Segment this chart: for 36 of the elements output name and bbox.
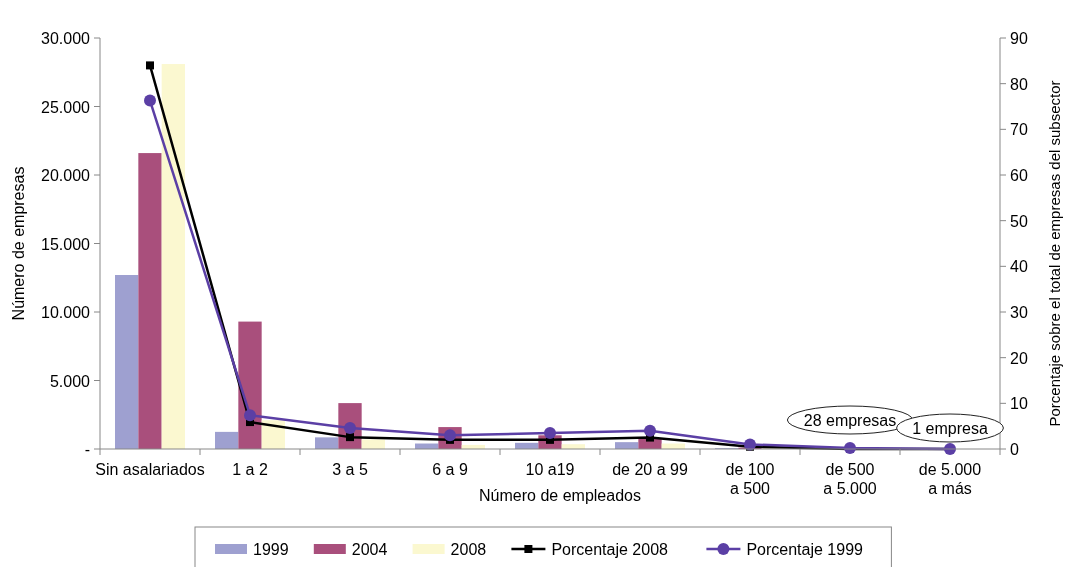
x-tick-label: 3 a 5 [332,461,368,478]
x-tick-label: 1 a 2 [232,461,268,478]
legend-label: 2008 [450,541,487,558]
annotation: 1 empresa [912,420,988,437]
x-tick-label: de 20 a 99 [612,461,688,478]
y-tick-label: 10.000 [41,304,91,321]
y-tick-label: 30.000 [41,30,91,47]
y-tick-label: 25.000 [41,98,91,116]
x-tick-label: 10 a19 [525,461,575,478]
y-tick-label: - [84,441,90,458]
x-axis-title: Número de empleados [479,487,641,504]
x-tick-label: de 100 a 500 [725,461,775,497]
x-tick-label: 6 a 9 [432,461,468,478]
x-tick-label: Sin asalariados [95,461,205,478]
x-tick-label: de 5.000 a más [918,461,982,497]
x-tick-label: de 500 a 5.000 [823,461,877,497]
y2-tick-label: 50 [1010,212,1028,230]
y2-tick-label: 90 [1010,30,1028,47]
legend-label: Porcentaje 2008 [551,541,669,558]
y2-tick-label: 20 [1010,349,1028,367]
y2-tick-label: 10 [1010,395,1028,413]
y2-tick-label: 40 [1010,258,1028,276]
y2-tick-label: 60 [1010,167,1028,184]
y-axis-title: Número de empresas [10,166,27,321]
y-tick-label: 20.000 [41,167,91,184]
legend-label: 2004 [351,541,388,558]
annotation: 28 empresas [803,412,897,429]
y2-tick-label: 0 [1010,441,1019,458]
legend-label: Porcentaje 1999 [746,541,864,558]
y2-axis-title: Porcentaje sobre el total de empresas del subsector [1046,80,1063,427]
y2-tick-label: 80 [1010,75,1028,93]
y2-tick-label: 70 [1010,121,1028,139]
y-tick-label: 5.000 [49,372,91,390]
y2-tick-label: 30 [1010,304,1028,321]
legend-label: 1999 [253,541,289,558]
y-tick-label: 15.000 [41,235,91,253]
